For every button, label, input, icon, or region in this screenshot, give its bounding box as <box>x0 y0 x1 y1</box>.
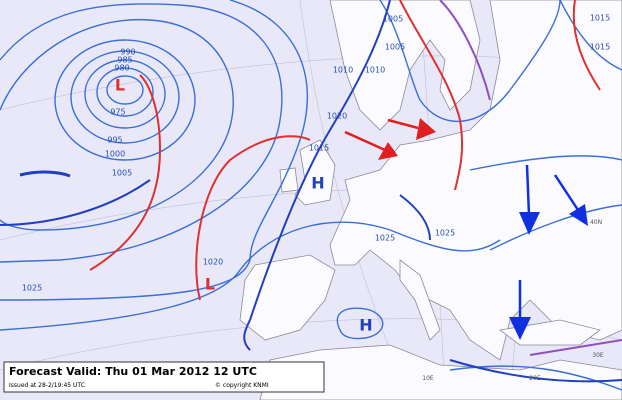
isobar-label: 980 <box>114 64 129 73</box>
issued-time: Issued at 28-2/19:45 UTC <box>9 382 85 389</box>
forecast-valid: Forecast Valid: Thu 01 Mar 2012 12 UTC <box>9 365 257 378</box>
isobar-label: 1025 <box>435 229 455 238</box>
isobar-label: 1005 <box>383 15 403 24</box>
isobar-label: 1015 <box>590 14 610 23</box>
legend-box <box>3 361 325 393</box>
isobar-label: 1020 <box>203 258 223 267</box>
isobar-label: 1025 <box>375 234 395 243</box>
isobar-label: 1010 <box>365 66 385 75</box>
isobar-label: 990 <box>120 48 135 57</box>
high-center: H <box>359 316 372 335</box>
wind-arrows <box>344 118 588 340</box>
copyright: © copyright KNMI <box>215 382 269 389</box>
low-center: L <box>115 76 125 95</box>
isobar-label: 985 <box>117 56 132 65</box>
grid-label: 20E <box>529 375 541 382</box>
isobar-label: 1015 <box>590 43 610 52</box>
grid-label: 40N <box>590 219 602 226</box>
land <box>239 0 622 400</box>
isobar-label: 975 <box>110 108 125 117</box>
isobars <box>0 0 622 391</box>
isobar-label: 1020 <box>327 112 347 121</box>
isobar-label: 1010 <box>333 66 353 75</box>
high-center: H <box>311 174 324 193</box>
legend: Forecast Valid: Thu 01 Mar 2012 12 UTC I… <box>3 361 325 393</box>
isobar-label: 1015 <box>309 144 329 153</box>
low-center: L <box>205 275 215 294</box>
fronts <box>0 0 622 383</box>
isobar-label: 1005 <box>385 43 405 52</box>
isobar-label: 1000 <box>105 150 125 159</box>
grid-label: 30E <box>592 352 604 359</box>
isobar-label: 1005 <box>112 169 132 178</box>
grid-label: 10E <box>422 375 434 382</box>
isobar-label: 995 <box>107 136 122 145</box>
isobar-label: 1025 <box>22 284 42 293</box>
